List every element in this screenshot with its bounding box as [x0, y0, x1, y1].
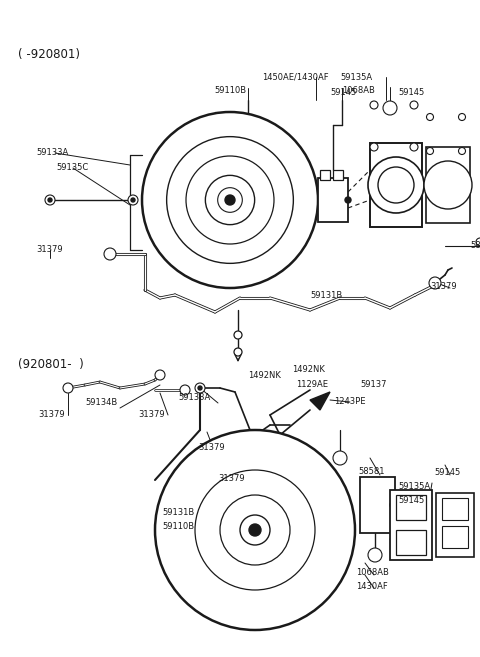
Circle shape — [195, 470, 315, 590]
Text: 59145: 59145 — [434, 468, 460, 477]
Bar — [360, 477, 395, 533]
Text: 58581: 58581 — [358, 467, 384, 476]
Circle shape — [410, 101, 418, 109]
Bar — [318, 178, 348, 222]
Text: 59133A: 59133A — [178, 393, 210, 402]
Text: 59134B: 59134B — [85, 398, 117, 407]
Circle shape — [386, 104, 394, 112]
Text: 1430AF: 1430AF — [356, 582, 388, 591]
Circle shape — [368, 157, 424, 213]
Circle shape — [186, 156, 274, 244]
Text: 59137: 59137 — [360, 380, 386, 389]
Text: 59131B: 59131B — [162, 508, 194, 517]
Circle shape — [155, 430, 355, 630]
Bar — [426, 147, 470, 223]
Text: 59110B: 59110B — [214, 86, 246, 95]
Text: 59135A: 59135A — [340, 73, 372, 82]
Circle shape — [225, 195, 235, 205]
Text: 1450AE/1430AF: 1450AE/1430AF — [262, 72, 329, 81]
Circle shape — [45, 195, 55, 205]
Circle shape — [333, 451, 347, 465]
Bar — [390, 490, 432, 560]
Text: 59133A: 59133A — [36, 148, 68, 157]
Text: (920801-  ): (920801- ) — [18, 358, 84, 371]
Circle shape — [249, 524, 261, 536]
Text: 59110B: 59110B — [162, 522, 194, 531]
Text: 1068AB: 1068AB — [356, 568, 389, 577]
Circle shape — [220, 495, 290, 565]
Circle shape — [128, 195, 138, 205]
Circle shape — [427, 114, 433, 120]
Circle shape — [392, 502, 398, 508]
Circle shape — [370, 143, 378, 151]
Bar — [396, 495, 426, 520]
Bar — [396, 530, 426, 555]
Circle shape — [368, 548, 382, 562]
Bar — [370, 143, 422, 227]
Circle shape — [476, 238, 480, 246]
Text: 59145: 59145 — [398, 496, 424, 505]
Circle shape — [336, 454, 344, 462]
Text: 31379: 31379 — [138, 410, 165, 419]
Text: 31379: 31379 — [430, 282, 456, 291]
Circle shape — [431, 279, 439, 287]
Circle shape — [429, 277, 441, 289]
Circle shape — [167, 137, 293, 263]
Circle shape — [234, 348, 242, 356]
Circle shape — [63, 383, 73, 393]
Circle shape — [106, 250, 114, 258]
Circle shape — [390, 500, 400, 510]
Circle shape — [205, 175, 254, 225]
Bar — [320, 170, 330, 180]
Bar — [436, 493, 474, 557]
Text: 59135C: 59135C — [56, 163, 88, 172]
Text: 59145: 59145 — [330, 88, 356, 97]
Text: 58581: 58581 — [470, 241, 480, 250]
Circle shape — [155, 370, 165, 380]
Text: 59145: 59145 — [398, 88, 424, 97]
Circle shape — [48, 198, 52, 202]
Text: 1492NK: 1492NK — [248, 371, 281, 380]
Circle shape — [427, 148, 433, 154]
Bar — [442, 498, 468, 520]
Text: 59131B: 59131B — [310, 291, 342, 300]
Text: 31379: 31379 — [218, 474, 245, 483]
Circle shape — [410, 143, 418, 151]
Circle shape — [378, 167, 414, 203]
Text: 1068AB: 1068AB — [342, 86, 375, 95]
Text: 31379: 31379 — [38, 410, 65, 419]
Circle shape — [424, 161, 472, 209]
Polygon shape — [310, 392, 330, 410]
Circle shape — [458, 148, 466, 154]
Circle shape — [180, 385, 190, 395]
Bar — [333, 170, 343, 180]
Circle shape — [142, 112, 318, 288]
Circle shape — [234, 331, 242, 339]
Circle shape — [383, 101, 397, 115]
Circle shape — [104, 248, 116, 260]
Text: ( -920801): ( -920801) — [18, 48, 80, 61]
Text: 1492NK: 1492NK — [292, 365, 325, 374]
Text: 1243PE: 1243PE — [334, 397, 365, 406]
Circle shape — [371, 551, 379, 559]
Bar — [442, 526, 468, 548]
Circle shape — [198, 386, 202, 390]
Circle shape — [195, 383, 205, 393]
Circle shape — [240, 515, 270, 545]
Circle shape — [370, 101, 378, 109]
Text: 31379: 31379 — [36, 245, 62, 254]
Text: 59135A: 59135A — [398, 482, 430, 491]
Circle shape — [345, 197, 351, 203]
Circle shape — [458, 114, 466, 120]
Circle shape — [218, 188, 242, 212]
Text: 31379: 31379 — [198, 443, 225, 452]
Circle shape — [131, 198, 135, 202]
Text: 1129AE: 1129AE — [296, 380, 328, 389]
